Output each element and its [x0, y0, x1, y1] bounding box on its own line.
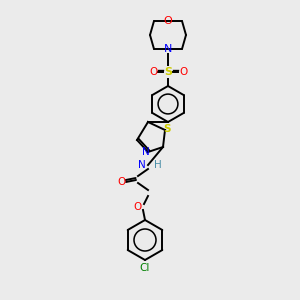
Text: O: O	[149, 67, 157, 77]
Text: O: O	[179, 67, 187, 77]
Text: O: O	[134, 202, 142, 212]
Text: N: N	[142, 147, 150, 157]
Text: S: S	[163, 124, 171, 134]
Text: O: O	[164, 16, 172, 26]
Text: N: N	[138, 160, 146, 170]
Text: N: N	[164, 44, 172, 54]
Text: S: S	[164, 67, 172, 77]
Text: Cl: Cl	[140, 263, 150, 273]
Text: H: H	[154, 160, 162, 170]
Text: O: O	[117, 177, 125, 187]
